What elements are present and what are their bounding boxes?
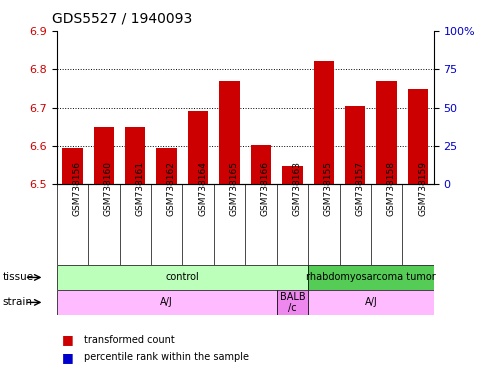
Bar xyxy=(282,166,303,184)
Bar xyxy=(314,61,334,184)
Text: GDS5527 / 1940093: GDS5527 / 1940093 xyxy=(52,12,192,25)
Bar xyxy=(377,81,397,184)
Text: tissue: tissue xyxy=(2,272,34,283)
Text: GSM738156: GSM738156 xyxy=(72,161,81,216)
Text: rhabdomyosarcoma tumor: rhabdomyosarcoma tumor xyxy=(306,272,436,283)
Bar xyxy=(57,290,277,315)
Text: GSM738164: GSM738164 xyxy=(198,161,207,216)
Text: A/J: A/J xyxy=(160,297,173,308)
Text: transformed count: transformed count xyxy=(84,335,175,345)
Text: GSM738162: GSM738162 xyxy=(167,161,176,216)
Bar xyxy=(408,89,428,184)
Text: ■: ■ xyxy=(62,351,73,364)
Text: GSM738165: GSM738165 xyxy=(230,161,239,216)
Text: GSM738166: GSM738166 xyxy=(261,161,270,216)
Text: GSM738163: GSM738163 xyxy=(292,161,301,216)
Text: GSM738155: GSM738155 xyxy=(324,161,333,216)
Bar xyxy=(308,290,434,315)
Text: percentile rank within the sample: percentile rank within the sample xyxy=(84,352,249,362)
Text: control: control xyxy=(166,272,199,283)
Text: ■: ■ xyxy=(62,333,73,346)
Text: BALB
/c: BALB /c xyxy=(280,291,305,313)
Bar xyxy=(188,111,209,184)
Bar xyxy=(94,127,114,184)
Bar xyxy=(308,265,434,290)
Text: GSM738157: GSM738157 xyxy=(355,161,364,216)
Bar xyxy=(251,145,271,184)
Text: GSM738160: GSM738160 xyxy=(104,161,113,216)
Text: GSM738159: GSM738159 xyxy=(418,161,427,216)
Text: GSM738158: GSM738158 xyxy=(387,161,396,216)
Text: GSM738161: GSM738161 xyxy=(135,161,144,216)
Bar xyxy=(125,127,145,184)
Bar xyxy=(156,148,177,184)
Bar xyxy=(277,290,308,315)
Bar xyxy=(57,265,308,290)
Bar xyxy=(345,106,365,184)
Text: strain: strain xyxy=(2,297,33,308)
Text: A/J: A/J xyxy=(365,297,377,308)
Bar xyxy=(62,148,83,184)
Bar xyxy=(219,81,240,184)
